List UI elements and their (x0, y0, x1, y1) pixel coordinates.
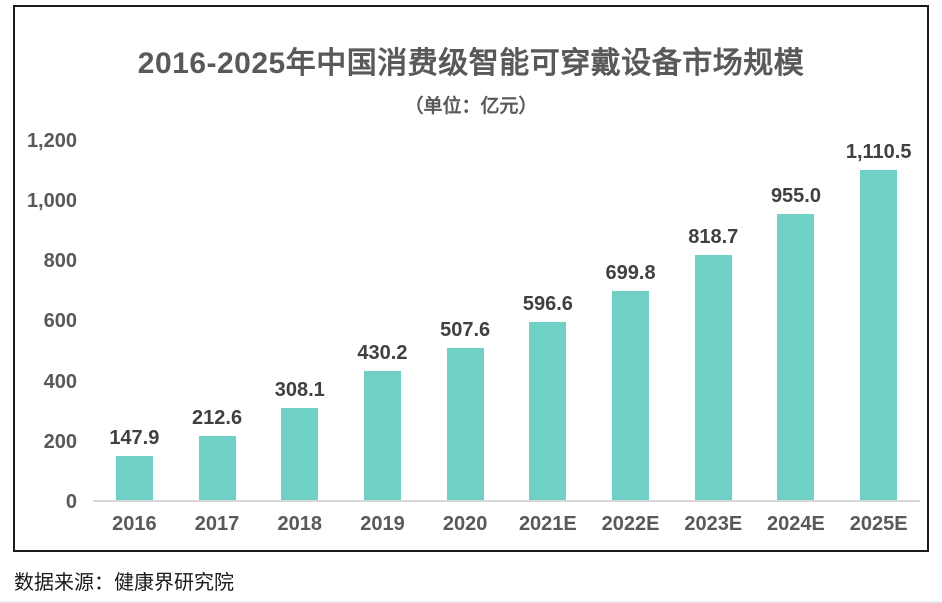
x-label-2025e: 2025E (849, 513, 908, 535)
y-tick-200: 200 (43, 431, 77, 453)
plot-area: 147.9 212.6 308.1 430.2 507.6 596.6 699.… (93, 141, 920, 502)
x-label-2017: 2017 (194, 513, 240, 535)
y-tick-400: 400 (43, 371, 77, 393)
bar-group-2025e: 1,110.5 (837, 141, 920, 500)
bar-value-label: 596.6 (522, 292, 573, 315)
bar-value-label: 147.9 (109, 426, 160, 449)
bar-group-2023e: 818.7 (672, 141, 755, 500)
bar-group-2020: 507.6 (424, 141, 507, 500)
bar-2024e (777, 214, 815, 500)
x-label-2023e: 2023E (684, 513, 743, 535)
bar-value-label: 1,110.5 (845, 141, 912, 163)
bar-group-2024e: 955.0 (755, 141, 838, 500)
bar-2018 (281, 407, 319, 500)
bar-2022e (612, 290, 650, 500)
bar-2019 (363, 371, 401, 500)
y-axis: 0 200 400 600 800 1,000 1,200 (15, 7, 77, 550)
data-source-note: 数据来源：健康界研究院 (14, 572, 234, 594)
chart-title: 2016-2025年中国消费级智能可穿戴设备市场规模 (137, 47, 805, 80)
bar-group-2022e: 699.8 (589, 141, 672, 500)
bar-value-label: 699.8 (605, 261, 656, 284)
x-label-2022e: 2022E (601, 513, 660, 535)
y-tick-1000: 1,000 (26, 190, 77, 212)
x-label-2016: 2016 (112, 513, 157, 535)
chart-frame: 2016-2025年中国消费级智能可穿戴设备市场规模 （单位：亿元） 0 200… (13, 5, 929, 552)
bar-value-label: 507.6 (440, 319, 491, 342)
bar-group-2019: 430.2 (341, 141, 424, 500)
bar-2016 (115, 455, 153, 500)
bar-value-label: 818.7 (688, 226, 739, 249)
bar-value-label: 308.1 (274, 378, 325, 401)
x-label-2020: 2020 (442, 513, 488, 535)
x-axis: 2016 2017 2018 2019 2020 2021E 2022E 202… (93, 513, 920, 536)
y-tick-600: 600 (43, 310, 77, 332)
x-label-2021e: 2021E (518, 513, 577, 535)
x-label-2024e: 2024E (767, 513, 825, 535)
y-tick-1200: 1,200 (26, 130, 77, 152)
bar-group-2018: 308.1 (258, 141, 341, 500)
bar-group-2017: 212.6 (176, 141, 259, 500)
bar-value-label: 430.2 (357, 342, 408, 365)
bar-2023e (694, 255, 732, 500)
chart-subtitle: （单位：亿元） (404, 96, 538, 117)
bar-value-label: 212.6 (192, 407, 243, 430)
bar-2017 (198, 436, 236, 500)
x-label-2018: 2018 (277, 513, 323, 535)
page-bottom-divider (0, 601, 942, 603)
bar-2021e (529, 321, 567, 500)
bar-group-2021e: 596.6 (507, 141, 590, 500)
y-tick-0: 0 (65, 491, 77, 513)
bar-2025e (860, 170, 898, 500)
x-label-2019: 2019 (360, 513, 405, 535)
bar-group-2016: 147.9 (93, 141, 176, 500)
bar-value-label: 955.0 (770, 185, 821, 208)
bar-2020 (446, 348, 484, 500)
y-tick-800: 800 (43, 250, 77, 272)
